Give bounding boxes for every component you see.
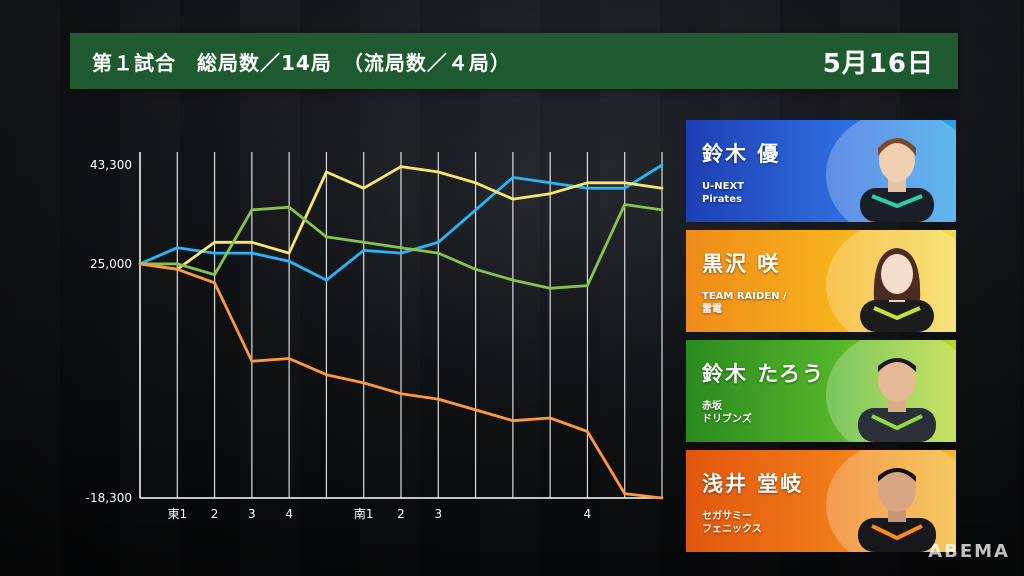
x-tick-label: 4 xyxy=(285,507,293,521)
player-team: U-NEXT Pirates xyxy=(702,181,745,205)
y-tick-label: -18,300 xyxy=(86,491,132,505)
match-info: 第１試合 総局数／14局 （流局数／４局） xyxy=(92,50,511,75)
player-card: 黒沢 咲 TEAM RAIDEN / 雷電 xyxy=(686,230,956,332)
x-tick-label: 2 xyxy=(397,507,405,521)
x-tick-label: 4 xyxy=(584,507,592,521)
player-list: 鈴木 優 U-NEXT Pirates 黒沢 咲 TEAM RAIDEN / 雷… xyxy=(686,120,956,560)
match-date: 5月16日 xyxy=(822,48,934,79)
player-card: 鈴木 優 U-NEXT Pirates xyxy=(686,120,956,222)
x-tick-label: 南1 xyxy=(354,506,374,521)
player-name: 鈴木 たろう xyxy=(702,362,826,386)
player-team: TEAM RAIDEN / 雷電 xyxy=(702,291,787,315)
player-name: 浅井 堂岐 xyxy=(702,472,804,496)
player-card: 鈴木 たろう 赤坂 ドリブンズ xyxy=(686,340,956,442)
player-photo-icon xyxy=(860,138,934,222)
abema-logo: ABEMA xyxy=(928,541,1010,562)
x-tick-label: 2 xyxy=(211,507,219,521)
player-name: 黒沢 咲 xyxy=(702,252,781,276)
player-photo-icon xyxy=(860,248,934,332)
match-header: 第１試合 総局数／14局 （流局数／４局） 5月16日 xyxy=(70,33,958,89)
player-team: セガサミー フェニックス xyxy=(702,511,762,535)
player-card: 浅井 堂岐 セガサミー フェニックス xyxy=(686,450,956,552)
x-tick-label: 3 xyxy=(434,507,442,521)
y-tick-label: 43,300 xyxy=(90,158,132,172)
player-team: 赤坂 ドリブンズ xyxy=(702,401,752,425)
series-line xyxy=(138,262,664,500)
player-photo-icon xyxy=(858,358,936,442)
player-photo-icon xyxy=(858,468,936,552)
series-line xyxy=(138,165,664,271)
x-tick-label: 3 xyxy=(248,507,256,521)
player-name: 鈴木 優 xyxy=(702,142,781,166)
x-tick-label: 東1 xyxy=(167,507,187,521)
series-line xyxy=(138,203,664,290)
y-tick-label: 25,000 xyxy=(90,257,132,271)
